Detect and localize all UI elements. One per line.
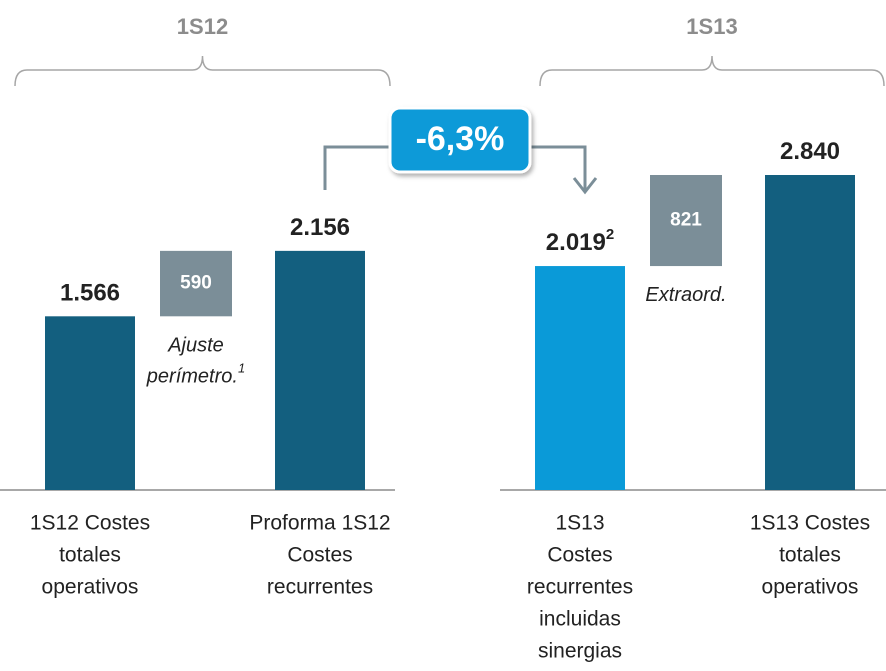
value-label: 1.566 [60,280,120,307]
annotation-line: Ajuste [167,335,224,357]
category-label: totales [59,544,121,567]
category-label: recurrentes [527,576,633,599]
annotation-line: Extraord. [645,284,726,306]
group-bracket [14,55,391,87]
value-label: 590 [180,273,212,294]
category-label: Proforma 1S12 [249,512,390,535]
value-text: 1.566 [60,280,120,307]
category-label: 1S13 [555,512,604,535]
value-label: 2.156 [290,214,350,241]
bar [765,175,855,490]
footnote: 1 [238,361,245,376]
category-label: sinergias [538,640,622,663]
footnote: 2 [606,226,614,243]
value-label: 821 [670,210,702,231]
category-label: 1S12 Costes [30,512,150,535]
annotation: Extraord. [645,284,726,306]
group-label: 1S13 [686,14,737,39]
arrow-head [572,177,598,195]
category-label: recurrentes [267,576,373,599]
change-label: -6,3% [416,120,505,158]
delta-bar [650,175,722,267]
value-text: 2.840 [780,138,840,165]
category-label: operativos [42,576,139,599]
category-label: 1S13 Costes [750,512,870,535]
delta-bar [160,250,232,317]
change-badge [388,106,532,174]
bar [275,250,365,490]
category-label: totales [779,544,841,567]
value-label: 2.840 [780,138,840,165]
value-text: 2.156 [290,214,350,241]
annotation: Ajuste perímetro.1 [146,335,245,388]
annotation-line: perímetro. [146,366,238,388]
group-label: 1S12 [177,14,228,39]
value-text: 2.019 [546,229,606,256]
category-label: operativos [762,576,859,599]
bar [535,266,625,490]
bar [45,316,135,490]
category-label: Costes [547,544,612,567]
group-bracket [539,55,885,87]
value-label: 2.0192 [546,226,614,256]
category-label: incluidas [539,608,621,631]
category-label: Costes [287,544,352,567]
